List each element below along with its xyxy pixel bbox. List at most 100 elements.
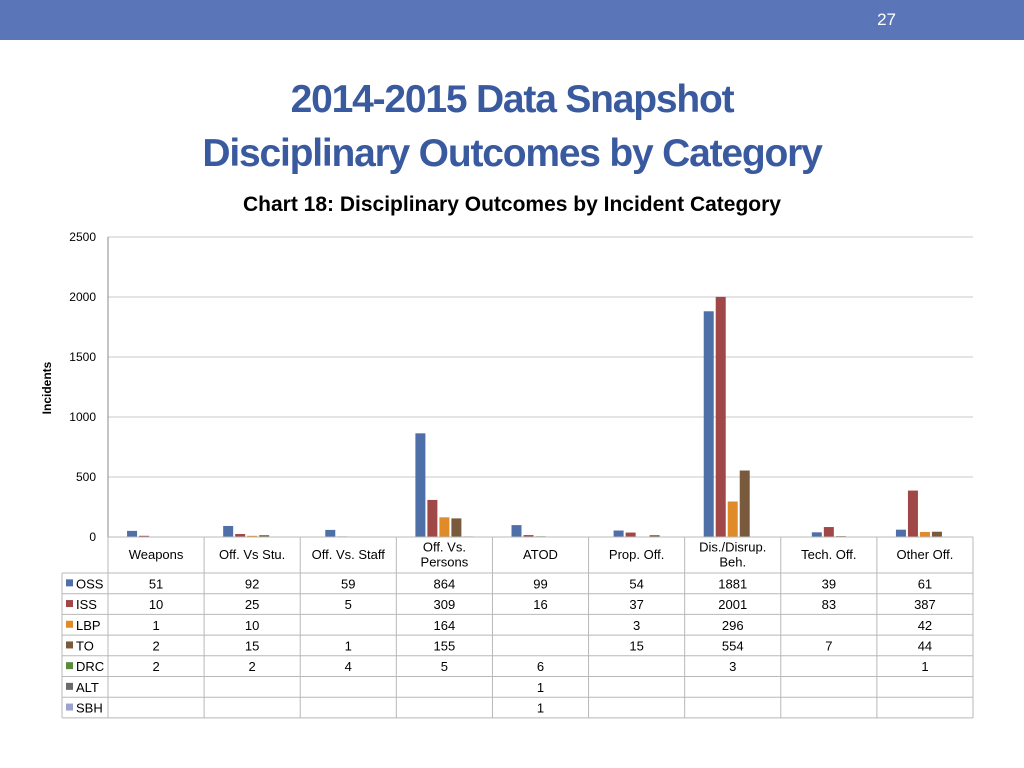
category-label: Other Off. <box>897 547 954 562</box>
data-label: 554 <box>722 638 744 653</box>
bar-oss <box>703 311 714 537</box>
bar-iss <box>715 296 726 537</box>
data-label: 15 <box>245 638 259 653</box>
category-label: Beh. <box>719 555 746 570</box>
y-tick-label: 0 <box>89 530 96 544</box>
data-label: 309 <box>434 597 456 612</box>
data-label: 1 <box>537 701 544 716</box>
legend-key-iss <box>66 600 73 608</box>
category-label: Tech. Off. <box>801 547 856 562</box>
data-label: 59 <box>341 576 355 591</box>
data-label: 42 <box>918 618 932 633</box>
data-label: 92 <box>245 576 259 591</box>
data-label: 54 <box>629 576 643 591</box>
series-label: DRC <box>76 659 104 674</box>
y-tick-label: 2000 <box>69 290 96 304</box>
bar-iss <box>139 535 150 537</box>
category-label: ATOD <box>523 547 558 562</box>
data-label: 4 <box>345 659 352 674</box>
bar-iss <box>235 534 246 537</box>
data-label: 3 <box>729 659 736 674</box>
y-tick-label: 2500 <box>69 230 96 244</box>
category-label: Off. Vs. <box>423 540 466 555</box>
series-label: OSS <box>76 576 104 591</box>
data-label: 1 <box>921 659 928 674</box>
series-label: SBH <box>76 701 103 716</box>
data-label: 61 <box>918 576 932 591</box>
data-label: 2 <box>152 659 159 674</box>
bar-to <box>259 535 270 537</box>
y-tick-label: 1000 <box>69 410 96 424</box>
data-label: 51 <box>149 576 163 591</box>
data-label: 164 <box>434 618 456 633</box>
category-label: Off. Vs. Staff <box>312 547 386 562</box>
series-label: ALT <box>76 680 99 695</box>
legend-key-oss <box>66 579 73 587</box>
legend-key-lbp <box>66 620 73 628</box>
series-label: ISS <box>76 597 97 612</box>
data-label: 2 <box>152 638 159 653</box>
series-label: LBP <box>76 618 101 633</box>
legend-key-drc <box>66 662 73 670</box>
data-label: 5 <box>345 597 352 612</box>
data-label: 15 <box>629 638 643 653</box>
bar-lbp <box>247 535 258 537</box>
data-label: 864 <box>434 576 456 591</box>
bar-lbp <box>439 517 450 537</box>
legend-key-sbh <box>66 703 73 711</box>
bar-oss <box>223 525 234 537</box>
data-label: 16 <box>533 597 547 612</box>
legend-key-alt <box>66 682 73 690</box>
bar-lbp <box>919 531 930 537</box>
category-label: Dis./Disrup. <box>699 540 766 555</box>
bar-oss <box>613 530 624 537</box>
category-label: Weapons <box>129 547 184 562</box>
series-label: TO <box>76 638 94 653</box>
bar-oss <box>895 529 906 537</box>
bar-iss <box>523 535 534 537</box>
bar-oss <box>415 433 426 537</box>
data-label: 37 <box>629 597 643 612</box>
data-label: 25 <box>245 597 259 612</box>
category-label: Off. Vs Stu. <box>219 547 285 562</box>
chart-title: Chart 18: Disciplinary Outcomes by Incid… <box>243 193 781 216</box>
data-label: 387 <box>914 597 936 612</box>
data-label: 44 <box>918 638 932 653</box>
data-label: 1881 <box>718 576 747 591</box>
bar-to <box>931 531 942 537</box>
bar-to <box>649 535 660 537</box>
data-label: 99 <box>533 576 547 591</box>
data-label: 6 <box>537 659 544 674</box>
header-bar: 27 <box>0 0 1024 40</box>
bar-oss <box>127 530 138 537</box>
data-label: 3 <box>633 618 640 633</box>
bar-to <box>451 518 462 537</box>
data-label: 7 <box>825 638 832 653</box>
slide-title-line1: 2014-2015 Data Snapshot <box>290 78 735 121</box>
bar-oss <box>811 532 822 537</box>
data-label: 10 <box>245 618 259 633</box>
data-label: 10 <box>149 597 163 612</box>
data-label: 2001 <box>718 597 747 612</box>
data-label: 5 <box>441 659 448 674</box>
data-label: 1 <box>537 680 544 695</box>
bar-oss <box>511 525 522 537</box>
y-tick-label: 500 <box>76 470 96 484</box>
data-label: 296 <box>722 618 744 633</box>
slide-title-line2: Disciplinary Outcomes by Category <box>202 132 822 175</box>
data-label: 2 <box>249 659 256 674</box>
data-label: 83 <box>822 597 836 612</box>
legend-key-to <box>66 641 73 649</box>
page-number: 27 <box>877 10 896 29</box>
data-label: 1 <box>152 618 159 633</box>
bar-iss <box>427 499 438 537</box>
data-label: 39 <box>822 576 836 591</box>
y-tick-label: 1500 <box>69 350 96 364</box>
bar-to <box>739 470 750 537</box>
bar-oss <box>325 529 336 537</box>
bar-lbp <box>727 501 738 537</box>
bar-iss <box>823 527 834 537</box>
bar-iss <box>625 532 636 537</box>
data-label: 1 <box>345 638 352 653</box>
